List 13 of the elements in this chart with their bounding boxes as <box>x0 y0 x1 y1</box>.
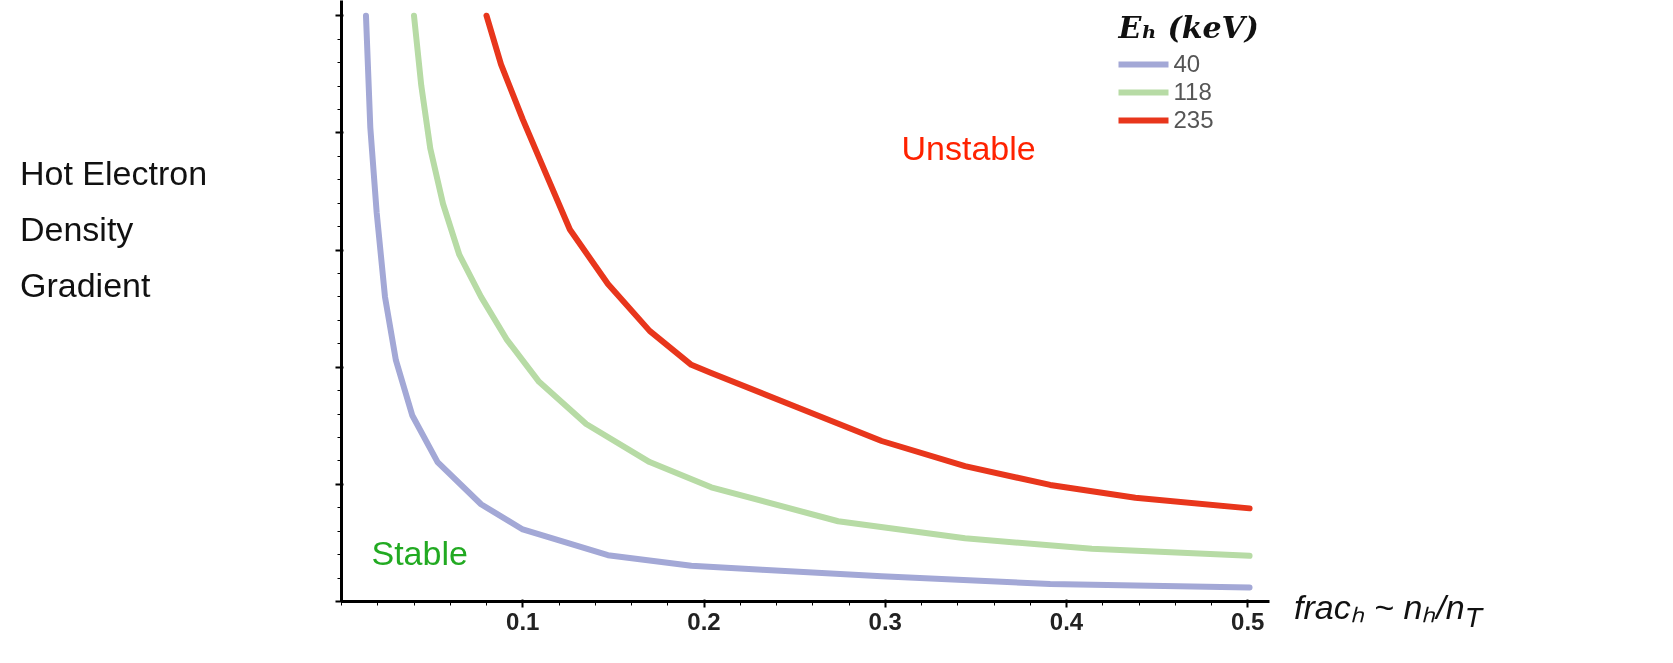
x-tick-label: 0.4 <box>1049 607 1084 635</box>
annotation: Stable <box>371 533 468 572</box>
x-tick-label: 0.1 <box>506 607 540 635</box>
x-tick-label: 0.2 <box>687 607 721 635</box>
legend-label: 40 <box>1173 50 1201 78</box>
x-tick-label: 0.5 <box>1231 607 1265 635</box>
y-axis-title: Hot Electron Density Gradient <box>20 153 209 306</box>
annotation: Unstable <box>901 128 1036 167</box>
x-axis-title: fracₕ ~ nₕ/n$_{T}$ <box>1294 587 1483 635</box>
legend-title: Eₕ (keV) <box>1118 10 1259 45</box>
legend-label: 118 <box>1173 78 1212 106</box>
x-tick-label: 0.3 <box>868 607 902 635</box>
legend-label: 235 <box>1173 106 1214 134</box>
